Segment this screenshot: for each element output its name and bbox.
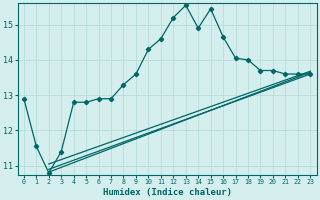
X-axis label: Humidex (Indice chaleur): Humidex (Indice chaleur) [103,188,232,197]
